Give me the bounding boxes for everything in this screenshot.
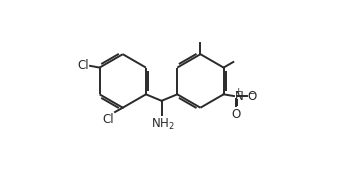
Text: NH$_2$: NH$_2$ xyxy=(151,117,174,132)
Text: Cl: Cl xyxy=(102,113,114,126)
Text: +: + xyxy=(234,87,242,96)
Text: O: O xyxy=(231,108,240,121)
Text: N: N xyxy=(235,90,244,102)
Text: Cl: Cl xyxy=(78,59,89,72)
Text: −: − xyxy=(247,88,254,97)
Text: O: O xyxy=(248,90,257,102)
